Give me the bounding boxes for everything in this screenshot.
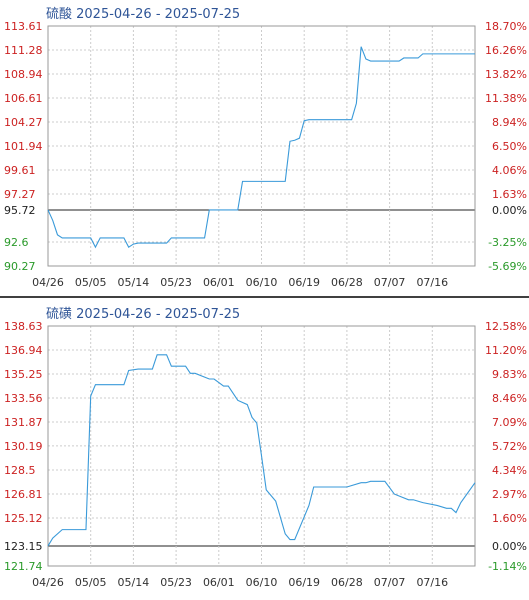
y-tick-label-left: 99.61: [4, 164, 36, 177]
y-tick-label-right: 0.00%: [492, 540, 527, 553]
x-tick-label: 07/07: [374, 276, 406, 289]
y-tick-label-left: 126.81: [4, 488, 43, 501]
y-tick-label-left: 101.94: [4, 140, 43, 153]
chart-title: 硫酸 2025-04-26 - 2025-07-25: [46, 7, 240, 22]
y-tick-label-left: 130.19: [4, 440, 43, 453]
y-tick-label-right: 6.50%: [492, 140, 527, 153]
x-tick-label: 06/28: [331, 576, 363, 589]
x-tick-label: 05/14: [118, 576, 150, 589]
plot-frame: [47, 325, 476, 567]
y-tick-label-right: 8.94%: [492, 116, 527, 129]
y-tick-label-left: 97.27: [4, 188, 36, 201]
y-tick-label-right: 1.63%: [492, 188, 527, 201]
y-tick-label-right: 13.82%: [485, 68, 527, 81]
y-tick-label-right: 1.60%: [492, 512, 527, 525]
chart-title: 硫磺 2025-04-26 - 2025-07-25: [46, 307, 240, 322]
y-tick-label-left: 138.63: [4, 320, 43, 333]
x-tick-label: 06/01: [203, 276, 235, 289]
sulfur-panel: 硫磺 2025-04-26 - 2025-07-25 138.63 12.58% 1…: [4, 307, 527, 589]
y-tick-label-right: 0.00%: [492, 204, 527, 217]
y-tick-label-right: 8.46%: [492, 392, 527, 405]
x-tick-label: 07/16: [416, 276, 448, 289]
price-line: [47, 354, 476, 547]
y-tick-label-right: 4.06%: [492, 164, 527, 177]
y-tick-label-right: -1.14%: [488, 560, 527, 573]
x-tick-label: 06/28: [331, 276, 363, 289]
y-tick-label-right: 11.20%: [485, 344, 527, 357]
y-tick-label-right: -3.25%: [488, 236, 527, 249]
x-tick-label: 05/05: [75, 576, 107, 589]
y-tick-label-left: 90.27: [4, 260, 36, 273]
x-tick-label: 07/16: [416, 576, 448, 589]
y-tick-label-left: 136.94: [4, 344, 43, 357]
y-tick-label-right: 11.38%: [485, 92, 527, 105]
x-tick-label: 06/01: [203, 576, 235, 589]
y-tick-label-right: 5.72%: [492, 440, 527, 453]
y-tick-label-right: 2.97%: [492, 488, 527, 501]
x-tick-label: 04/26: [32, 276, 64, 289]
y-tick-label-left: 121.74: [4, 560, 43, 573]
x-tick-label: 06/19: [288, 576, 320, 589]
y-tick-label-left: 108.94: [4, 68, 43, 81]
y-tick-label-left: 95.72: [4, 204, 36, 217]
y-tick-label-left: 128.5: [4, 464, 36, 477]
price-line: [47, 46, 475, 249]
y-tick-label-right: 16.26%: [485, 44, 527, 57]
x-tick-label: 05/23: [160, 576, 192, 589]
x-tick-label: 06/19: [288, 276, 320, 289]
plot-frame: [47, 25, 476, 267]
y-tick-label-right: 9.83%: [492, 368, 527, 381]
x-tick-label: 07/07: [374, 576, 406, 589]
x-tick-label: 06/10: [246, 576, 278, 589]
y-tick-label-left: 131.87: [4, 416, 43, 429]
y-tick-label-right: 7.09%: [492, 416, 527, 429]
y-tick-label-left: 133.56: [4, 392, 43, 405]
y-tick-label-right: -5.69%: [488, 260, 527, 273]
y-tick-label-left: 106.61: [4, 92, 43, 105]
y-tick-label-left: 104.27: [4, 116, 43, 129]
x-tick-label: 05/05: [75, 276, 107, 289]
y-tick-label-right: 12.58%: [485, 320, 527, 333]
y-tick-label-right: 18.70%: [485, 20, 527, 33]
y-tick-label-left: 135.25: [4, 368, 43, 381]
x-tick-label: 04/26: [32, 576, 64, 589]
y-tick-label-left: 113.61: [4, 20, 43, 33]
y-tick-label-right: 4.34%: [492, 464, 527, 477]
y-tick-label-left: 125.12: [4, 512, 43, 525]
x-tick-label: 06/10: [246, 276, 278, 289]
x-tick-label: 05/23: [160, 276, 192, 289]
y-tick-label-left: 111.28: [4, 44, 43, 57]
x-tick-label: 05/14: [118, 276, 150, 289]
y-tick-label-left: 92.6: [4, 236, 29, 249]
sulfuric-acid-panel: 硫酸 2025-04-26 - 2025-07-25 113.61 18.70% 1…: [4, 7, 527, 289]
y-tick-label-left: 123.15: [4, 540, 43, 553]
